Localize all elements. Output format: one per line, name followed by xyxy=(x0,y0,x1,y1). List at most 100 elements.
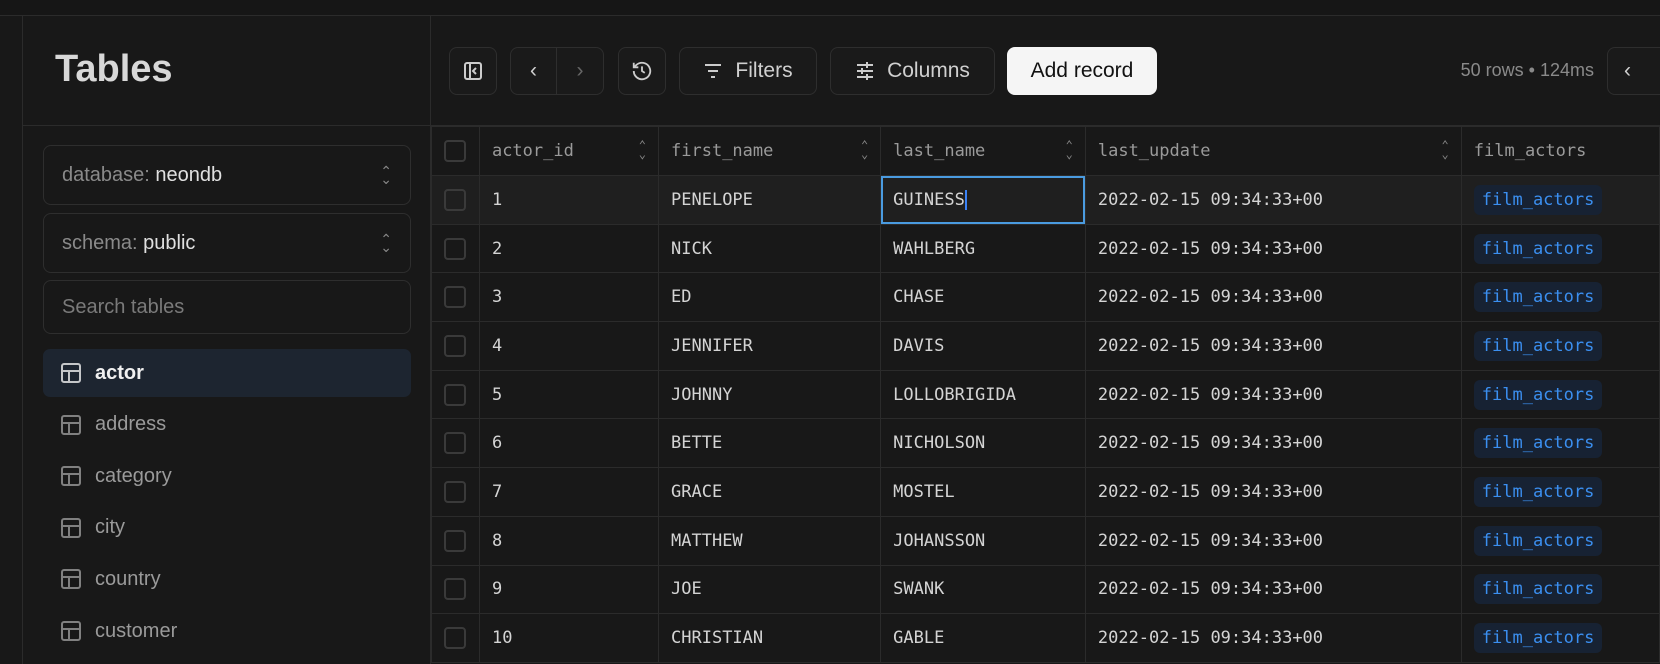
column-header-first_name[interactable]: first_name ⌃ ⌄ xyxy=(658,126,882,176)
row-checkbox[interactable] xyxy=(444,188,466,211)
cell-first_name[interactable]: BETTE xyxy=(658,418,882,469)
cell-last_name[interactable]: CHASE xyxy=(880,272,1086,323)
left-rail xyxy=(0,16,23,664)
cell-last_update[interactable]: 2022-02-15 09:34:33+00 xyxy=(1084,175,1462,225)
cell-first_name[interactable]: JOHNNY xyxy=(658,369,882,420)
sort-icon[interactable]: ⌃ ⌄ xyxy=(638,138,647,161)
toggle-sidebar-button[interactable] xyxy=(449,47,497,95)
columns-button[interactable]: Columns xyxy=(830,47,995,95)
add-record-button[interactable]: Add record xyxy=(1007,47,1157,95)
relation-link[interactable]: film_actors xyxy=(1473,525,1603,556)
table-row: 10 CHRISTIAN GABLE 2022-02-15 09:34:33+00 fi… xyxy=(431,613,1660,663)
cell-actor_id[interactable]: 9 xyxy=(478,564,660,615)
cell-actor_id[interactable]: 3 xyxy=(478,272,660,323)
sidebar-item-address[interactable]: address xyxy=(43,401,411,449)
database-select[interactable]: database: neondb ⌃ ⌄ xyxy=(43,145,411,205)
row-checkbox[interactable] xyxy=(444,432,466,455)
cell-last_update[interactable]: 2022-02-15 09:34:33+00 xyxy=(1084,272,1462,323)
row-checkbox[interactable] xyxy=(444,529,466,552)
cell-actor_id[interactable]: 8 xyxy=(478,515,660,566)
cell-first_name[interactable]: JOE xyxy=(658,564,882,615)
sort-icon[interactable]: ⌃ ⌄ xyxy=(860,138,869,161)
cell-last_update[interactable]: 2022-02-15 09:34:33+00 xyxy=(1084,564,1462,615)
cell-last_name[interactable]: WAHLBERG xyxy=(880,223,1086,274)
cell-actor_id[interactable]: 2 xyxy=(478,223,660,274)
sidebar-item-actor[interactable]: actor xyxy=(43,349,411,397)
relation-link[interactable]: film_actors xyxy=(1473,476,1603,507)
forward-button[interactable]: › xyxy=(576,59,584,82)
column-header-actor_id[interactable]: actor_id ⌃ ⌄ xyxy=(478,126,660,176)
column-header-film_actors[interactable]: film_actors xyxy=(1460,126,1660,176)
sidebar-item-city[interactable]: city xyxy=(43,504,411,552)
history-button[interactable] xyxy=(618,47,666,95)
column-label: last_update xyxy=(1097,141,1211,161)
sidebar-item-country[interactable]: country xyxy=(43,555,411,603)
page-prev-button[interactable]: ‹ xyxy=(1607,47,1660,95)
sidebar-item-label: address xyxy=(95,413,167,436)
cell-actor_id[interactable]: 6 xyxy=(478,418,660,469)
cell-last_update[interactable]: 2022-02-15 09:34:33+00 xyxy=(1084,369,1462,420)
cell-last_update[interactable]: 2022-02-15 09:34:33+00 xyxy=(1084,418,1462,469)
cell-last_update[interactable]: 2022-02-15 09:34:33+00 xyxy=(1084,613,1462,663)
cell-actor_id[interactable]: 1 xyxy=(478,175,660,225)
cell-last_name[interactable]: LOLLOBRIGIDA xyxy=(880,369,1086,420)
cell-last_update[interactable]: 2022-02-15 09:34:33+00 xyxy=(1084,223,1462,274)
cell-last_name[interactable]: JOHANSSON xyxy=(880,515,1086,566)
cell-last_name[interactable]: MOSTEL xyxy=(880,467,1086,517)
data-table: actor_id ⌃ ⌄ first_name ⌃ ⌄ last_name ⌃ ⌄ last_up… xyxy=(431,126,1660,663)
cell-first_name[interactable]: ED xyxy=(658,272,882,323)
cell-first_name[interactable]: PENELOPE xyxy=(658,175,882,225)
row-checkbox[interactable] xyxy=(444,627,466,650)
row-checkbox[interactable] xyxy=(444,383,466,406)
sort-icon[interactable]: ⌃ ⌄ xyxy=(1441,138,1449,161)
cell-first_name[interactable]: MATTHEW xyxy=(658,515,882,566)
chevron-up-down-icon: ⌃ ⌄ xyxy=(380,163,392,187)
row-checkbox[interactable] xyxy=(444,237,466,260)
cell-film_actors: film_actors xyxy=(1460,223,1660,274)
cell-last_name[interactable]: SWANK xyxy=(880,564,1086,615)
cell-first_name[interactable]: GRACE xyxy=(658,467,882,517)
pagination-nav: ‹ › xyxy=(510,47,604,95)
select-all-checkbox[interactable] xyxy=(444,140,466,162)
relation-link[interactable]: film_actors xyxy=(1473,282,1603,313)
sort-icon[interactable]: ⌃ ⌄ xyxy=(1065,138,1073,161)
cell-last_update[interactable]: 2022-02-15 09:34:33+00 xyxy=(1084,515,1462,566)
cell-last_update[interactable]: 2022-02-15 09:34:33+00 xyxy=(1084,467,1462,517)
table-icon xyxy=(61,363,81,383)
cell-first_name[interactable]: JENNIFER xyxy=(658,321,882,371)
column-header-last_name[interactable]: last_name ⌃ ⌄ xyxy=(880,126,1086,176)
column-header-last_update[interactable]: last_update ⌃ ⌄ xyxy=(1084,126,1462,176)
relation-link[interactable]: film_actors xyxy=(1473,330,1603,361)
back-button[interactable]: ‹ xyxy=(511,48,558,94)
row-checkbox[interactable] xyxy=(444,286,466,309)
toolbar: ‹ › Filters Columns Add record 50 rows •… xyxy=(431,16,1660,126)
sidebar-item-customer[interactable]: customer xyxy=(43,607,411,655)
cell-actor_id[interactable]: 10 xyxy=(478,613,660,663)
schema-select[interactable]: schema: public ⌃ ⌄ xyxy=(43,213,411,273)
cell-last_name[interactable]: DAVIS xyxy=(880,321,1086,371)
relation-link[interactable]: film_actors xyxy=(1473,233,1603,264)
row-select-cell xyxy=(431,223,480,274)
cell-first_name[interactable]: NICK xyxy=(658,223,882,274)
cell-last_name[interactable]: NICHOLSON xyxy=(880,418,1086,469)
row-checkbox[interactable] xyxy=(444,578,466,601)
cell-last_update[interactable]: 2022-02-15 09:34:33+00 xyxy=(1084,321,1462,371)
row-checkbox[interactable] xyxy=(444,480,466,503)
search-tables-input[interactable] xyxy=(43,280,411,334)
filters-button[interactable]: Filters xyxy=(679,47,817,95)
relation-link[interactable]: film_actors xyxy=(1473,379,1603,410)
cell-actor_id[interactable]: 4 xyxy=(478,321,660,371)
sidebar-item-category[interactable]: category xyxy=(43,452,411,500)
relation-link[interactable]: film_actors xyxy=(1473,574,1603,605)
relation-link[interactable]: film_actors xyxy=(1473,184,1603,215)
row-select-cell xyxy=(431,613,480,663)
cell-editing[interactable]: GUINESS xyxy=(880,175,1086,225)
relation-link[interactable]: film_actors xyxy=(1473,428,1603,459)
relation-link[interactable]: film_actors xyxy=(1473,623,1603,654)
cell-first_name[interactable]: CHRISTIAN xyxy=(658,613,882,663)
cell-last_name[interactable]: GABLE xyxy=(880,613,1086,663)
cell-actor_id[interactable]: 7 xyxy=(478,467,660,517)
cell-actor_id[interactable]: 5 xyxy=(478,369,660,420)
row-select-cell xyxy=(431,564,480,615)
row-checkbox[interactable] xyxy=(444,334,466,357)
